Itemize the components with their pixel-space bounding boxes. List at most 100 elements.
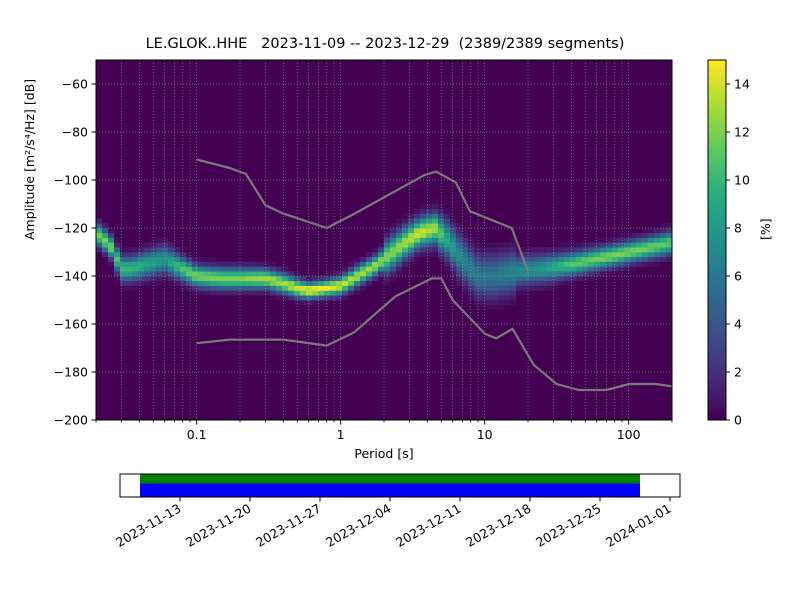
y-tick-label: −180: [54, 365, 88, 380]
heatmap-cell: [558, 252, 565, 258]
heatmap-cell: [312, 280, 319, 286]
heatmap-cell: [216, 280, 223, 286]
colorbar-segment: [708, 159, 726, 163]
heatmap-cell: [480, 304, 487, 310]
heatmap-cell: [144, 247, 151, 253]
colorbar-segment: [708, 354, 726, 358]
heatmap-cell: [126, 280, 133, 286]
heatmap-cell: [414, 232, 421, 238]
colorbar-segment: [708, 225, 726, 229]
heatmap-cell: [216, 261, 223, 267]
heatmap-cell: [504, 300, 511, 306]
heatmap-cell: [336, 285, 343, 291]
heatmap-cell: [486, 266, 493, 272]
heatmap-cell: [180, 276, 187, 282]
heatmap-cell: [384, 280, 391, 286]
heatmap-cell: [480, 261, 487, 267]
heatmap-cell: [210, 276, 217, 282]
heatmap-cell: [660, 228, 667, 234]
heatmap-cell: [570, 271, 577, 277]
heatmap-cell: [282, 285, 289, 291]
heatmap-cell: [564, 266, 571, 272]
heatmap-cell: [504, 242, 511, 248]
heatmap-cell: [414, 218, 421, 224]
y-tick-label: −80: [62, 125, 88, 140]
chart-title: LE.GLOK..HHE 2023-11-09 -- 2023-12-29 (2…: [145, 36, 625, 52]
heatmap-cell: [156, 252, 163, 258]
heatmap-cell: [300, 285, 307, 291]
colorbar-segment: [708, 333, 726, 337]
heatmap-cell: [402, 261, 409, 267]
heatmap-cell: [198, 256, 205, 262]
colorbar-segment: [708, 66, 726, 70]
heatmap-cell: [522, 252, 529, 258]
heatmap-cell: [102, 232, 109, 238]
heatmap-cell: [324, 290, 331, 296]
heatmap-cell: [576, 242, 583, 248]
heatmap-cell: [324, 300, 331, 306]
heatmap-cell: [528, 261, 535, 267]
heatmap-cell: [540, 266, 547, 272]
heatmap-cell: [96, 232, 103, 238]
heatmap-cell: [606, 242, 613, 248]
heatmap-cell: [390, 247, 397, 253]
heatmap-cell: [360, 285, 367, 291]
heatmap-cell: [528, 247, 535, 253]
heatmap-cell: [654, 228, 661, 234]
heatmap-cell: [426, 252, 433, 258]
heatmap-cell: [198, 280, 205, 286]
heatmap-cell: [498, 280, 505, 286]
heatmap-cell: [426, 208, 433, 214]
heatmap-cell: [444, 228, 451, 234]
heatmap-cell: [564, 242, 571, 248]
heatmap-cell: [630, 256, 637, 262]
heatmap-cell: [510, 261, 517, 267]
heatmap-cell: [558, 276, 565, 282]
heatmap-cell: [654, 247, 661, 253]
heatmap-cell: [432, 237, 439, 243]
heatmap-cell: [222, 285, 229, 291]
heatmap-cell: [330, 285, 337, 291]
heatmap-cell: [618, 261, 625, 267]
colorbar-segment: [708, 252, 726, 256]
heatmap-cell: [648, 247, 655, 253]
colorbar-segment: [708, 243, 726, 247]
heatmap-cell: [180, 271, 187, 277]
heatmap-cell: [510, 285, 517, 291]
heatmap-cell: [384, 256, 391, 262]
heatmap-cell: [228, 280, 235, 286]
heatmap-cell: [246, 290, 253, 296]
y-tick-label: −160: [54, 317, 88, 332]
heatmap-cell: [318, 280, 325, 286]
heatmap-cell: [138, 252, 145, 258]
heatmap-cell: [600, 266, 607, 272]
heatmap-cell: [468, 237, 475, 243]
heatmap-cell: [192, 280, 199, 286]
heatmap-cell: [210, 271, 217, 277]
y-tick-label: −140: [54, 269, 88, 284]
heatmap-cell: [438, 252, 445, 258]
heatmap-cell: [414, 213, 421, 219]
heatmap-cell: [396, 237, 403, 243]
colorbar-segment: [708, 330, 726, 334]
heatmap-cell: [192, 256, 199, 262]
heatmap-cell: [228, 266, 235, 272]
heatmap-cell: [546, 256, 553, 262]
heatmap-cell: [210, 266, 217, 272]
heatmap-cell: [180, 261, 187, 267]
heatmap-cell: [132, 252, 139, 258]
heatmap-cell: [102, 237, 109, 243]
heatmap-cell: [324, 271, 331, 277]
heatmap-cell: [666, 242, 673, 248]
heatmap-cell: [264, 285, 271, 291]
heatmap-cell: [486, 271, 493, 277]
heatmap-cell: [126, 261, 133, 267]
colorbar-segment: [708, 381, 726, 385]
heatmap-cell: [240, 285, 247, 291]
heatmap-cell: [468, 290, 475, 296]
heatmap-cell: [102, 228, 109, 234]
heatmap-cell: [180, 252, 187, 258]
heatmap-cell: [114, 271, 121, 277]
heatmap-cell: [390, 237, 397, 243]
heatmap-cell: [294, 290, 301, 296]
